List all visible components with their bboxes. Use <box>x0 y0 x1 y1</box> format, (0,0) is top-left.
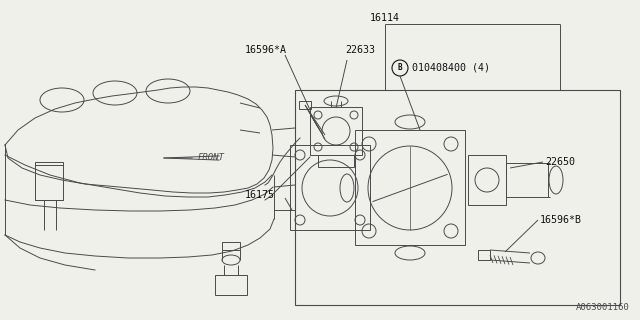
Bar <box>222 242 240 250</box>
Text: FRONT: FRONT <box>198 154 225 163</box>
Text: 010408400 (4): 010408400 (4) <box>412 63 490 73</box>
Bar <box>318 155 354 167</box>
Bar <box>478 250 490 260</box>
Text: 22633: 22633 <box>345 45 375 55</box>
Text: 16114: 16114 <box>370 13 400 23</box>
Text: B: B <box>397 63 403 73</box>
Bar <box>35 162 63 200</box>
Text: 16596*B: 16596*B <box>540 215 582 225</box>
Bar <box>215 275 247 295</box>
Text: 16596*A: 16596*A <box>245 45 287 55</box>
Bar <box>355 130 465 245</box>
Text: A063001160: A063001160 <box>576 303 630 312</box>
Bar <box>310 107 362 155</box>
Bar <box>295 90 620 305</box>
Bar <box>506 163 548 197</box>
Bar <box>468 155 506 205</box>
Text: 22650: 22650 <box>545 157 575 167</box>
Bar <box>290 145 370 230</box>
Text: 16175: 16175 <box>245 190 275 200</box>
Bar <box>299 101 311 109</box>
